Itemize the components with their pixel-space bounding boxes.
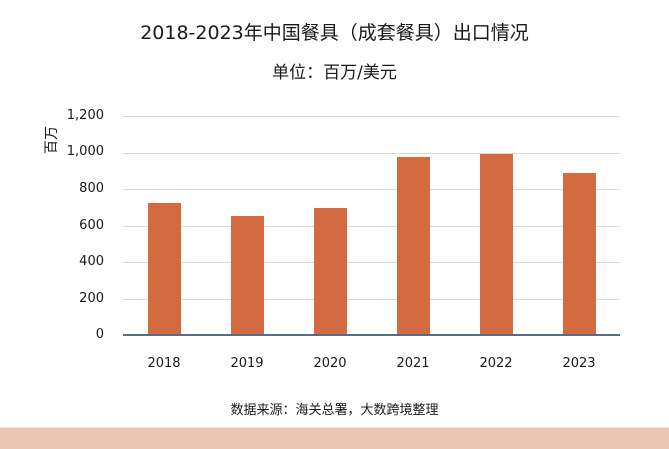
x-tick-label: 2020: [313, 356, 347, 371]
x-tick-label: 2019: [230, 356, 264, 371]
y-tick-label: 800: [79, 181, 104, 196]
bar-2019: [231, 216, 264, 335]
footer-band: [0, 427, 669, 449]
data-source-note: 数据来源：海关总署，大数跨境整理: [230, 403, 439, 418]
gridline: [123, 226, 620, 227]
gridline: [123, 116, 620, 117]
bar-2022: [480, 154, 513, 335]
chart-title: 2018-2023年中国餐具（成套餐具）出口情况: [140, 22, 529, 44]
y-tick-label: 0: [95, 327, 104, 342]
gridline: [123, 262, 620, 263]
x-tick-label: 2023: [562, 356, 596, 371]
bar-2023: [563, 173, 596, 335]
chart-subtitle: 单位：百万/美元: [272, 63, 397, 83]
bar-2020: [314, 208, 347, 335]
x-tick-label: 2021: [396, 356, 430, 371]
bar-2021: [397, 157, 430, 335]
bar-2018: [148, 203, 181, 335]
x-axis-line: [123, 334, 620, 336]
gridline: [123, 189, 620, 190]
y-tick-label: 1,200: [66, 108, 104, 123]
gridline: [123, 299, 620, 300]
gridline: [123, 153, 620, 154]
y-tick-label: 400: [79, 254, 104, 269]
x-tick-label: 2022: [479, 356, 513, 371]
y-tick-label: 200: [79, 291, 104, 306]
y-tick-label: 1,000: [66, 144, 104, 159]
y-tick-label: 600: [79, 218, 104, 233]
x-tick-label: 2018: [147, 356, 181, 371]
